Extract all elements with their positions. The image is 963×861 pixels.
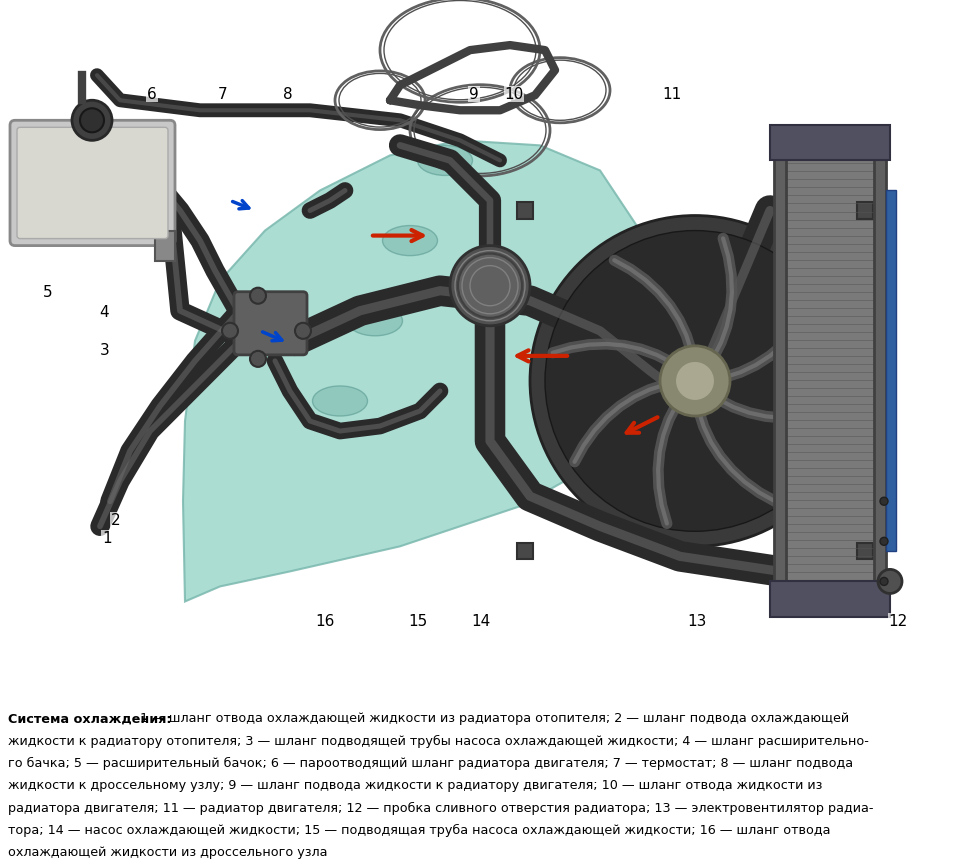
Circle shape: [450, 245, 530, 325]
Bar: [517, 202, 533, 219]
Text: 12: 12: [889, 614, 907, 629]
Ellipse shape: [382, 226, 437, 256]
Bar: [770, 581, 890, 616]
Bar: [886, 190, 896, 551]
Circle shape: [250, 288, 266, 304]
Text: 15: 15: [408, 614, 428, 629]
Polygon shape: [183, 140, 660, 602]
Text: 3: 3: [100, 344, 110, 358]
Text: 7: 7: [219, 87, 228, 102]
Bar: [774, 135, 786, 606]
Bar: [857, 543, 873, 560]
Ellipse shape: [348, 306, 403, 336]
Bar: [857, 202, 873, 219]
Circle shape: [675, 361, 715, 401]
Text: 1: 1: [102, 531, 112, 546]
Text: 2: 2: [111, 513, 120, 528]
Text: 13: 13: [688, 614, 707, 629]
FancyBboxPatch shape: [10, 121, 175, 245]
FancyBboxPatch shape: [234, 292, 307, 355]
Text: 1 — шланг отвода охлаждающей жидкости из радиатора отопителя; 2 — шланг подвода : 1 — шланг отвода охлаждающей жидкости из…: [136, 712, 849, 725]
Circle shape: [295, 323, 311, 339]
Circle shape: [660, 346, 730, 416]
Text: 5: 5: [43, 285, 53, 300]
Circle shape: [222, 323, 238, 339]
Text: охлаждающей жидкости из дроссельного узла: охлаждающей жидкости из дроссельного узл…: [8, 846, 327, 859]
Text: 6: 6: [147, 87, 157, 102]
Bar: [770, 126, 890, 160]
Ellipse shape: [313, 386, 368, 416]
Circle shape: [72, 100, 112, 140]
Text: го бачка; 5 — расширительный бачок; 6 — пароотводящий шланг радиатора двигателя;: го бачка; 5 — расширительный бачок; 6 — …: [8, 757, 853, 770]
Circle shape: [880, 537, 888, 545]
Text: 9: 9: [469, 87, 479, 102]
Text: радиатора двигателя; 11 — радиатор двигателя; 12 — пробка сливного отверстия рад: радиатора двигателя; 11 — радиатор двига…: [8, 802, 873, 815]
Text: Система охлаждения:: Система охлаждения:: [8, 712, 171, 725]
Text: тора; 14 — насос охлаждающей жидкости; 15 — подводящая труба насоса охлаждающей : тора; 14 — насос охлаждающей жидкости; 1…: [8, 824, 830, 837]
Bar: [155, 231, 175, 261]
Bar: [517, 543, 533, 560]
Circle shape: [458, 254, 522, 318]
Circle shape: [545, 231, 845, 531]
Circle shape: [878, 569, 902, 593]
Bar: [874, 135, 886, 606]
Text: 11: 11: [663, 87, 682, 102]
Circle shape: [880, 497, 888, 505]
Ellipse shape: [418, 146, 473, 176]
Text: 10: 10: [505, 87, 524, 102]
Text: 4: 4: [99, 306, 109, 320]
Circle shape: [530, 215, 860, 547]
Text: жидкости к радиатору отопителя; 3 — шланг подводящей трубы насоса охлаждающей жи: жидкости к радиатору отопителя; 3 — шлан…: [8, 734, 869, 747]
Circle shape: [880, 578, 888, 585]
FancyBboxPatch shape: [17, 127, 168, 238]
Circle shape: [80, 108, 104, 133]
Bar: [780, 140, 880, 602]
Text: 8: 8: [283, 87, 293, 102]
Circle shape: [250, 350, 266, 367]
Text: жидкости к дроссельному узлу; 9 — шланг подвода жидкости к радиатору двигателя; : жидкости к дроссельному узлу; 9 — шланг …: [8, 779, 822, 792]
Text: 16: 16: [315, 614, 335, 629]
Text: 14: 14: [471, 614, 490, 629]
